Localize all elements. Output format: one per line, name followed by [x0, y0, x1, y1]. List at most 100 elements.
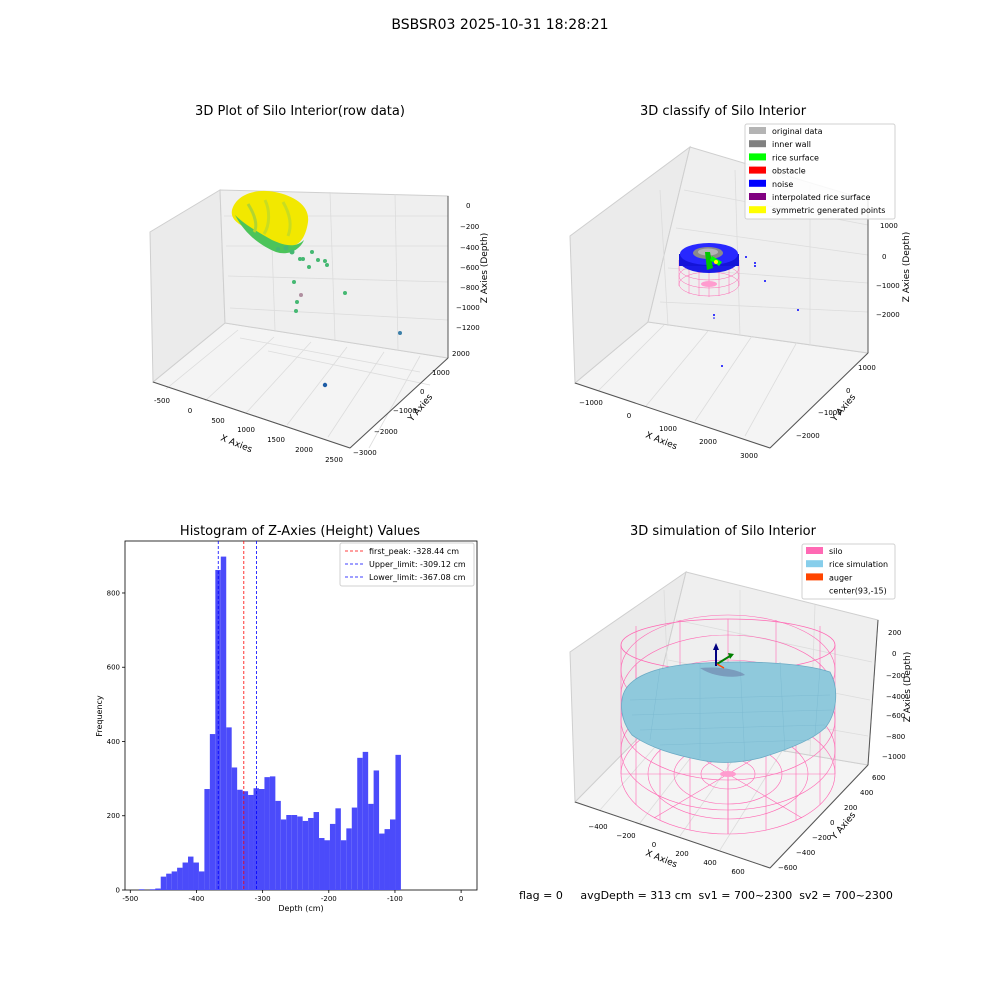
raw-ytick: 1000 [432, 369, 450, 377]
histogram-bar [379, 833, 385, 890]
simulation-legend-label: auger [829, 573, 853, 582]
classify-legend-label: symmetric generated points [772, 206, 885, 215]
classify-legend-swatch [749, 140, 766, 148]
classify-plot-title: 3D classify of Silo Interior [639, 104, 807, 119]
simulation-ztick: −1000 [882, 753, 906, 761]
classify-ztick: −1000 [876, 282, 900, 290]
simulation-xtick: 400 [703, 859, 716, 867]
histogram-bar [346, 828, 352, 890]
histogram-plot-area [124, 540, 478, 891]
raw-ztick: −400 [460, 244, 479, 252]
classify-xtick: −1000 [579, 399, 603, 407]
histogram-bar [138, 889, 145, 890]
histogram-bar [302, 820, 309, 890]
histogram-legend-label: first_peak: -328.44 cm [369, 547, 459, 556]
simulation-legend-swatch [806, 547, 823, 554]
classify-ytick: −1000 [818, 409, 842, 417]
histogram-title: Histogram of Z-Axies (Height) Values [179, 524, 421, 539]
classify-z-ticks: 1000 0 −1000 −2000 [876, 222, 900, 319]
simulation-xtick: −200 [616, 832, 635, 840]
classify-ytick: 1000 [858, 364, 876, 372]
raw-ztick: −600 [460, 264, 479, 272]
histogram-bar [209, 734, 216, 890]
raw-ztick: −1200 [456, 324, 480, 332]
classify-xtick: 2000 [699, 438, 717, 446]
raw-ytick: −2000 [374, 428, 398, 436]
histogram-ytick-label: 200 [107, 812, 120, 820]
simulation-ytick: 200 [844, 804, 857, 812]
classify-legend-swatch [749, 193, 766, 200]
histogram-bar [351, 807, 358, 890]
raw-xtick: 2000 [295, 446, 313, 454]
simulation-plot-title: 3D simulation of Silo Interior [630, 524, 816, 539]
histogram-bar [362, 751, 369, 890]
classify-point-cloud [678, 243, 799, 367]
classify-xtick: 3000 [740, 452, 758, 460]
classify-legend-label: inner wall [772, 140, 811, 149]
histogram-bar [220, 556, 227, 890]
simulation-xtick: 200 [675, 850, 688, 858]
histogram-bar [237, 789, 243, 890]
classify-y-ticks: 1000 0 −1000 −2000 [796, 364, 876, 440]
histogram-bar [313, 812, 320, 890]
simulation-ztick: 0 [892, 650, 896, 658]
simulation-ytick: −600 [778, 864, 797, 872]
raw-xtick: -500 [154, 397, 170, 405]
histogram-bar [264, 777, 270, 890]
histogram-bar [155, 888, 161, 890]
histogram-bar [188, 856, 194, 890]
raw-xtick: 2500 [325, 456, 343, 464]
simulation-z-ticks: 200 0 −200 −400 −600 −800 −1000 [882, 629, 906, 761]
auger-marker [713, 643, 734, 669]
classify-legend-swatch [749, 153, 766, 161]
histogram-bar [171, 871, 178, 890]
simulation-y-ticks: 600 400 200 0 −200 −400 −600 [778, 774, 885, 872]
histogram-bar [368, 803, 374, 890]
histogram-bar [226, 727, 232, 890]
histogram-bar [384, 829, 390, 890]
histogram-bar [149, 889, 156, 890]
simulation-legend-swatch [806, 560, 823, 568]
simulation-x-label: X Axies [644, 849, 679, 871]
simulation-legend-swatch [806, 573, 823, 581]
rice-simulation-surface [621, 661, 837, 763]
histogram-bar [177, 867, 183, 890]
histogram-bar [373, 770, 380, 890]
histogram-xtick-label: 0 [459, 895, 463, 903]
simulation-ztick: −600 [886, 712, 905, 720]
histogram-ytick-label: 800 [107, 589, 120, 597]
histogram-ytick-label: 600 [107, 664, 120, 672]
classify-legend-label: rice surface [772, 153, 819, 162]
histogram-bar [258, 789, 265, 890]
raw-xtick: 1000 [237, 426, 255, 434]
simulation-ytick: 600 [872, 774, 885, 782]
classify-legend: original data inner wall rice surface obsta… [744, 123, 896, 220]
histogram-bars [138, 556, 401, 890]
classify-legend-label: interpolated rice surface [772, 193, 870, 202]
raw-xtick: 0 [188, 407, 192, 415]
simulation-ytick: 400 [860, 789, 873, 797]
histogram-bar [193, 862, 199, 890]
simulation-ytick: −400 [796, 849, 815, 857]
histogram-xtick-label: -500 [122, 895, 138, 903]
histogram-bar [215, 569, 221, 890]
simulation-legend-label: rice simulation [829, 560, 888, 569]
rice-surface-mesh [629, 660, 833, 763]
simulation-ztick: −200 [886, 672, 905, 680]
classify-x-ticks: −1000 0 1000 2000 3000 [579, 399, 758, 460]
raw-point-cloud [231, 190, 402, 388]
histogram-xtick-label: -200 [321, 895, 337, 903]
raw-z-ticks: 0 −200 −400 −600 −800 −1000 −1200 [456, 202, 480, 332]
raw-ztick: −1000 [456, 304, 480, 312]
raw-xtick: 500 [211, 417, 224, 425]
classify-ztick: 1000 [880, 222, 898, 230]
histogram-bar [308, 817, 314, 890]
histogram-bar [160, 876, 167, 890]
simulation-ztick: −400 [886, 693, 905, 701]
raw-ytick: −3000 [353, 449, 377, 457]
histogram-xtick-label: -300 [255, 895, 271, 903]
histogram-bar [253, 788, 259, 890]
surface-depression [700, 667, 745, 677]
histogram-y-label: Frequency [95, 695, 104, 737]
histogram-bar [280, 819, 287, 890]
